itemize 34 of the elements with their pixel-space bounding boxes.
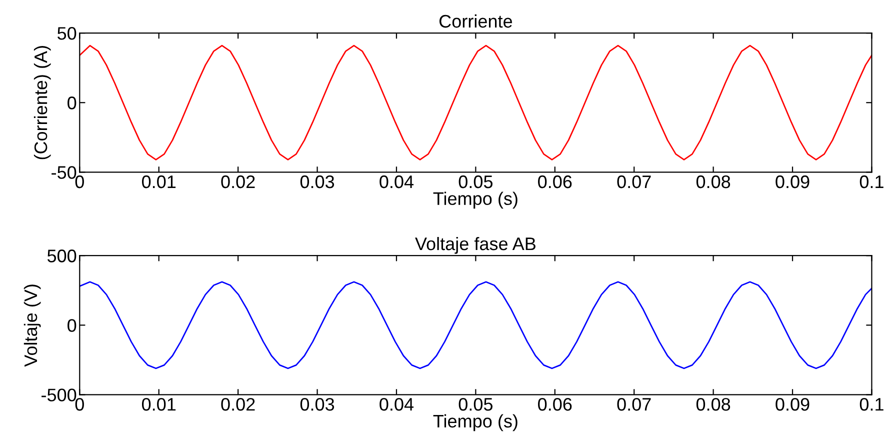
x-tick-label: 0.08 (696, 398, 730, 411)
x-tick-label: 0.02 (221, 398, 255, 411)
x-tick-label: 0.01 (142, 175, 176, 188)
y-tick-label: -500 (42, 388, 76, 402)
line-series (80, 44, 872, 160)
y-tick-label: 0 (68, 319, 76, 332)
chart-title: Voltaje fase AB (415, 236, 536, 254)
x-axis-title: Tiempo (s) (433, 192, 518, 209)
x-tick-label: 0.05 (458, 175, 493, 188)
x-tick-label: 0.09 (776, 398, 810, 411)
x-tick-label: 0.07 (617, 398, 651, 411)
x-tick-label: 0.06 (538, 398, 572, 411)
x-tick-label: 0.03 (300, 398, 334, 411)
x-tick-label: 0.04 (380, 398, 414, 411)
x-tick-label: 0.06 (538, 175, 572, 188)
y-tick-label: 50 (58, 27, 76, 40)
line-series (80, 281, 872, 370)
x-tick-label: 0.07 (617, 175, 651, 188)
x-tick-label: 0.03 (300, 175, 334, 188)
x-axis-title: Tiempo (s) (433, 414, 518, 432)
x-tick-label: 0.04 (380, 175, 414, 188)
x-tick-label: 0.08 (696, 175, 730, 188)
y-tick-label: -50 (52, 166, 76, 179)
chart-title: Corriente (439, 14, 512, 28)
x-tick-label: 0.09 (776, 175, 810, 188)
x-tick-label: 0.01 (142, 398, 176, 411)
x-tick-label: 0.1 (860, 175, 884, 188)
x-tick-label: 0.02 (221, 175, 255, 188)
y-tick-label: 0 (68, 96, 76, 110)
x-tick-label: 0.1 (860, 398, 884, 411)
y-tick-label: 500 (47, 250, 76, 262)
x-tick-label: 0.05 (458, 398, 493, 411)
y-axis-title: Voltaje (V) (24, 284, 41, 367)
y-axis-title: (Corriente) (A) (34, 46, 51, 160)
